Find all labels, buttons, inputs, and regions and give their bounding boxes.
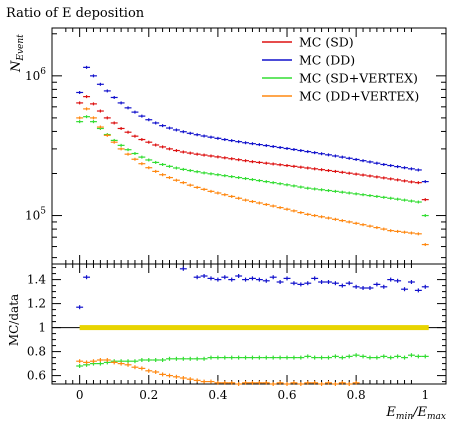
ratio-frame xyxy=(51,263,447,385)
x-axis-label: Emin/Emax xyxy=(385,405,446,422)
ratio-y-tick-label: 1 xyxy=(38,321,46,335)
main-y-tick-base: 10 xyxy=(25,209,40,223)
x-tick-label: 0.8 xyxy=(347,388,366,402)
ratio-reference-band xyxy=(79,325,429,331)
main-y-axis-label-sub: Event xyxy=(16,34,26,62)
main-y-axis-label: NEvent xyxy=(9,34,26,73)
ratio-y-axis-label: MC/data xyxy=(7,294,21,346)
main-y-tick-label: 106 xyxy=(25,67,46,83)
main-y-tick-exp: 6 xyxy=(40,67,46,77)
legend-label: MC (DD+VERTEX) xyxy=(299,89,419,104)
x-axis-label-sub1: min xyxy=(396,412,413,422)
ratio-panel: 0 0.2 0.4 0.6 0.8 1 0.6 0.8 1 1.2 1.4 xyxy=(27,263,447,402)
x-tick-label: 0.6 xyxy=(277,388,296,402)
legend-label: MC (SD) xyxy=(299,35,354,50)
main-y-tick-base: 10 xyxy=(25,69,40,83)
main-y-axis-label-main: N xyxy=(9,60,24,73)
x-tick-label: 1 xyxy=(421,388,429,402)
main-y-tick-exp: 5 xyxy=(40,207,46,217)
x-tick-label: 0.4 xyxy=(208,388,227,402)
x-axis-label-sub2: max xyxy=(427,412,446,422)
legend-label: MC (DD) xyxy=(299,53,355,68)
x-tick-label: 0 xyxy=(76,388,84,402)
chart-title: Ratio of E deposition xyxy=(6,6,145,21)
legend: MC (SD) MC (DD) MC (SD+VERTEX) MC (DD+VERTE… xyxy=(262,35,419,104)
x-axis-label-main: E xyxy=(385,405,396,420)
x-axis-label-sep: /E xyxy=(411,405,427,420)
legend-label: MC (SD+VERTEX) xyxy=(299,71,418,86)
ratio-y-tick-label: 1.4 xyxy=(27,273,46,287)
ratio-y-tick-label: 0.6 xyxy=(27,369,46,383)
ratio-y-tick-label: 1.2 xyxy=(27,297,46,311)
x-tick-label: 0.2 xyxy=(139,388,158,402)
main-y-tick-label: 105 xyxy=(25,207,46,223)
ratio-y-tick-label: 0.8 xyxy=(27,345,46,359)
